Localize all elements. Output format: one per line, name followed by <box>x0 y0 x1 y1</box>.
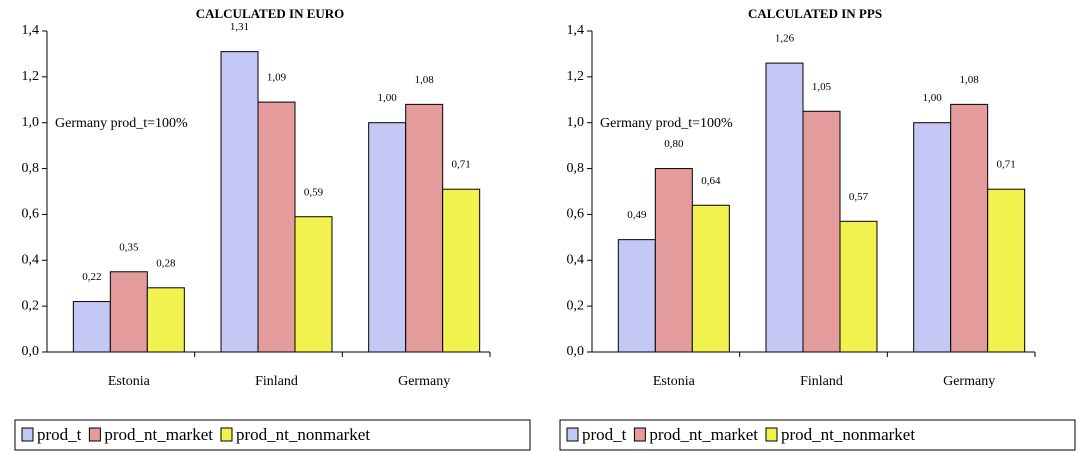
bar <box>368 122 407 353</box>
legend-label: prod_nt_nonmarket <box>781 425 915 444</box>
value-label: 0,71 <box>997 159 1016 171</box>
value-label: 0,71 <box>452 159 471 171</box>
bar <box>987 188 1026 353</box>
y-tick-label: 0,6 <box>22 207 40 222</box>
legend-box <box>559 419 1076 451</box>
x-tick-label: Estonia <box>108 374 151 389</box>
bar <box>294 216 333 353</box>
value-label: 0,57 <box>849 191 869 203</box>
y-tick-label: 0,8 <box>22 161 40 176</box>
bar <box>950 103 989 353</box>
y-tick-label: 1,0 <box>22 115 40 130</box>
legend-label: prod_t <box>37 425 82 444</box>
x-tick-label: Germany <box>943 374 995 389</box>
chart-title: CALCULATED IN EURO <box>196 6 345 21</box>
annotation: Germany prod_t=100% <box>600 116 733 131</box>
bar <box>691 204 730 353</box>
value-label: 0,59 <box>304 186 324 198</box>
chart: CALCULATED IN EURO 0,0 0,2 0,4 0,6 0,8 1,0 1,2 1… <box>14 6 531 451</box>
value-label: 0,49 <box>627 209 647 221</box>
value-label: 1,08 <box>960 74 980 86</box>
value-label: 1,00 <box>378 92 398 104</box>
bar <box>257 101 296 353</box>
bar <box>442 188 481 353</box>
value-label: 1,31 <box>230 21 249 33</box>
value-label: 1,08 <box>415 74 435 86</box>
y-tick-label: 0,0 <box>567 344 585 359</box>
value-label: 0,22 <box>82 271 101 283</box>
y-tick-label: 1,4 <box>567 23 585 38</box>
bar <box>72 301 111 353</box>
value-label: 0,80 <box>664 138 684 150</box>
legend-swatch <box>633 427 646 442</box>
bar <box>617 239 656 353</box>
x-tick-label: Germany <box>398 374 450 389</box>
annotation: Germany prod_t=100% <box>55 116 188 131</box>
bar <box>913 122 952 353</box>
bar <box>654 168 693 353</box>
value-label: 1,26 <box>775 33 795 45</box>
legend-label: prod_nt_nonmarket <box>236 425 370 444</box>
y-tick-label: 0,4 <box>22 253 40 268</box>
legend-swatch <box>765 427 778 442</box>
y-tick-label: 0,2 <box>22 298 40 313</box>
value-label: 0,35 <box>119 241 139 253</box>
bar <box>405 103 444 353</box>
legend-label: prod_t <box>582 425 627 444</box>
bar <box>765 62 804 353</box>
y-tick-label: 0,4 <box>567 253 585 268</box>
y-tick-label: 1,2 <box>567 69 585 84</box>
y-tick-label: 1,2 <box>22 69 40 84</box>
legend-swatch <box>220 427 233 442</box>
bar <box>220 51 259 353</box>
bar <box>839 220 878 353</box>
legend: prod_t prod_nt_market prod_nt_nonmarket <box>559 419 1076 451</box>
y-tick-label: 0,2 <box>567 298 585 313</box>
y-tick-label: 1,4 <box>22 23 40 38</box>
legend-label: prod_nt_market <box>104 425 213 444</box>
legend-swatch <box>88 427 101 442</box>
y-tick-label: 0,8 <box>567 161 585 176</box>
value-label: 1,00 <box>923 92 943 104</box>
bar <box>146 287 185 353</box>
legend-label: prod_nt_market <box>649 425 758 444</box>
y-tick-label: 0,6 <box>567 207 585 222</box>
x-tick-label: Estonia <box>653 374 696 389</box>
value-label: 1,05 <box>812 81 832 93</box>
y-tick-label: 0,0 <box>22 344 40 359</box>
y-tick-label: 1,0 <box>567 115 585 130</box>
legend-swatch <box>21 427 34 442</box>
value-label: 0,64 <box>701 175 721 187</box>
x-tick-label: Finland <box>800 374 843 389</box>
x-tick-label: Finland <box>255 374 298 389</box>
chart-title: CALCULATED IN PPS <box>748 6 882 21</box>
legend-box <box>14 419 531 451</box>
value-label: 1,09 <box>267 72 287 84</box>
bar <box>802 110 841 353</box>
bar <box>109 271 148 353</box>
value-label: 0,28 <box>156 257 176 269</box>
legend: prod_t prod_nt_market prod_nt_nonmarket <box>14 419 531 451</box>
chart: CALCULATED IN PPS 0,0 0,2 0,4 0,6 0,8 1,0 1,2 1,… <box>559 6 1076 451</box>
legend-swatch <box>566 427 579 442</box>
